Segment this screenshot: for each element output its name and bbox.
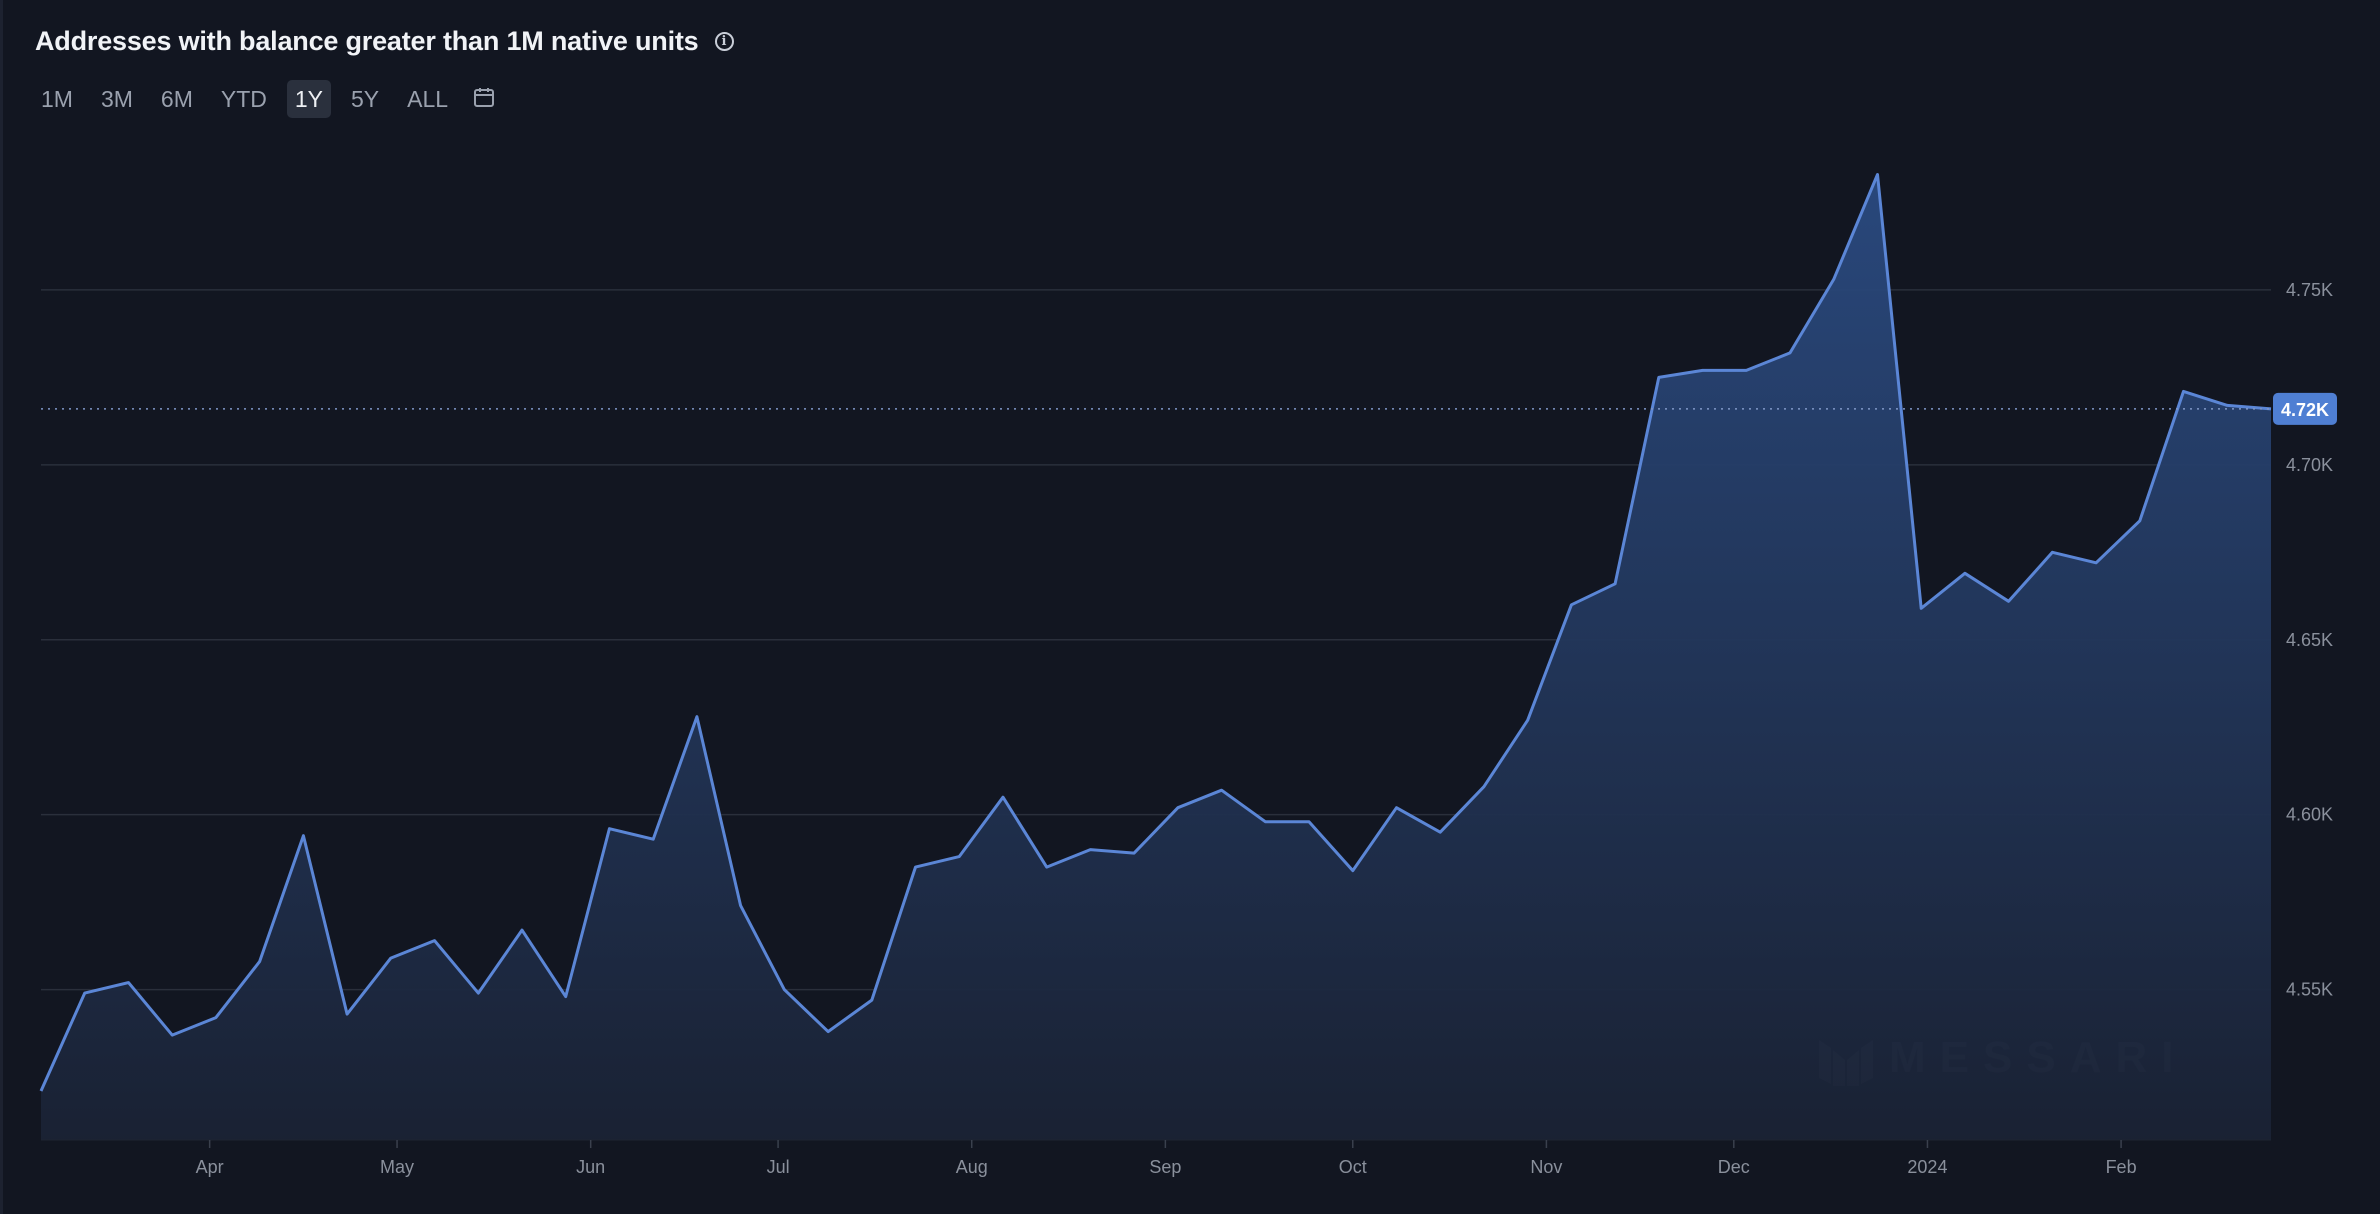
chart-header: Addresses with balance greater than 1M n… bbox=[35, 26, 734, 57]
x-tick-label: Oct bbox=[1339, 1157, 1367, 1177]
current-value-label: 4.72K bbox=[2281, 400, 2329, 420]
range-button-1m[interactable]: 1M bbox=[41, 86, 73, 112]
time-range-selector: 1M 3M 6M YTD 1Y 5Y ALL bbox=[33, 80, 496, 118]
x-tick-label: 2024 bbox=[1907, 1157, 1947, 1177]
axes: 4.55K 4.60K 4.65K 4.70K 4.75K Apr May Jun Jul Aug… bbox=[41, 280, 2333, 1177]
range-button-ytd[interactable]: YTD bbox=[220, 86, 267, 112]
y-tick-label: 4.60K bbox=[2286, 805, 2333, 825]
x-tick-label: Apr bbox=[196, 1157, 224, 1177]
range-button-3m[interactable]: 3M bbox=[100, 86, 133, 112]
y-tick-label: 4.75K bbox=[2286, 280, 2333, 300]
calendar-icon[interactable] bbox=[468, 85, 496, 114]
area-chart: MESSARI 4.55K4.60K4.65K4.70K4.75KAprMayJ… bbox=[39, 173, 2337, 1177]
y-tick-label: 4.70K bbox=[2286, 455, 2333, 475]
y-tick-label: 4.65K bbox=[2286, 630, 2333, 650]
series-line bbox=[39, 173, 2272, 1092]
range-button-1y[interactable]: 1Y bbox=[286, 80, 331, 118]
range-button-6m[interactable]: 6M bbox=[160, 86, 193, 112]
x-tick-label: Aug bbox=[956, 1157, 988, 1177]
x-tick-label: Sep bbox=[1149, 1157, 1181, 1177]
area-fill bbox=[41, 174, 2271, 1140]
current-value-badge bbox=[2273, 392, 2337, 425]
x-tick-label: Feb bbox=[2106, 1157, 2137, 1177]
series-area bbox=[39, 173, 2272, 1140]
y-tick-label: 4.55K bbox=[2286, 980, 2333, 1000]
x-tick-label: May bbox=[380, 1157, 414, 1177]
current-value-marker: 4.72K bbox=[41, 392, 2337, 425]
chart-title: Addresses with balance greater than 1M n… bbox=[35, 26, 699, 56]
info-icon[interactable]: i bbox=[714, 32, 734, 51]
x-tick-label: Dec bbox=[1718, 1157, 1750, 1177]
range-button-5y[interactable]: 5Y bbox=[351, 86, 380, 112]
x-tick-label: Jul bbox=[767, 1157, 790, 1177]
x-tick-label: Jun bbox=[576, 1157, 605, 1177]
x-tick-label: Nov bbox=[1530, 1157, 1562, 1177]
range-button-all[interactable]: ALL bbox=[407, 86, 449, 112]
